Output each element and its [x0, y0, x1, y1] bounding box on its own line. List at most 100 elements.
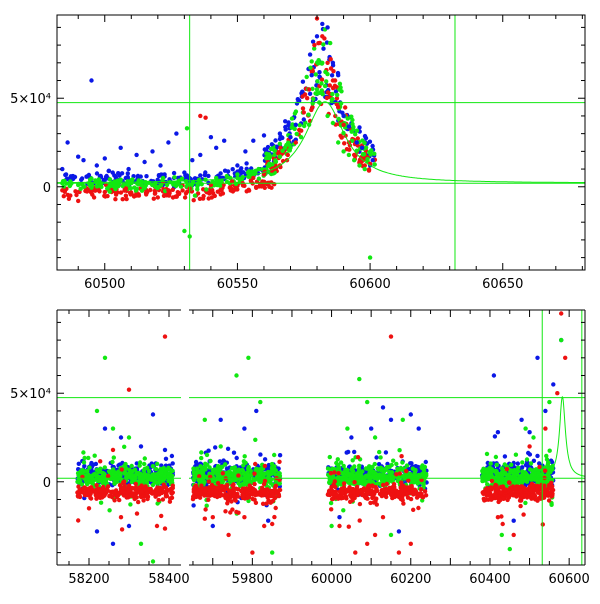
data-point-blue — [238, 171, 243, 176]
data-point-green — [400, 474, 405, 479]
data-point-green — [108, 470, 113, 475]
data-point-red — [168, 488, 174, 493]
data-point-red — [107, 493, 112, 499]
data-point-red — [157, 492, 162, 497]
data-point-green — [484, 470, 490, 475]
data-point-green — [102, 465, 108, 470]
data-point-green — [258, 399, 263, 405]
data-point-green — [270, 550, 275, 555]
data-point-green — [547, 448, 552, 453]
data-point-green — [271, 466, 276, 472]
data-point-green — [480, 478, 485, 484]
data-point-red — [223, 509, 228, 514]
data-point-green — [384, 476, 390, 481]
data-point-blue — [526, 450, 531, 456]
data-point-green — [111, 455, 117, 460]
data-point-red — [61, 194, 66, 199]
data-point-red — [555, 391, 560, 396]
data-point-red — [199, 483, 204, 488]
data-point-red — [235, 494, 241, 499]
data-point-blue — [169, 453, 175, 459]
data-point-red — [228, 510, 233, 515]
data-point-red — [329, 496, 335, 502]
data-point-red — [206, 479, 212, 484]
data-point-red — [241, 493, 246, 499]
data-point-blue — [208, 135, 214, 140]
data-point-green — [232, 469, 237, 474]
data-point-green — [362, 140, 367, 146]
data-point-green — [345, 426, 350, 431]
data-point-red — [489, 497, 494, 502]
data-point-blue — [193, 459, 199, 465]
data-point-green — [267, 161, 272, 166]
y-tick-label: 0 — [43, 181, 51, 196]
data-point-blue — [170, 461, 175, 466]
data-point-green — [202, 417, 207, 422]
data-point-red — [213, 489, 219, 494]
data-point-blue — [495, 430, 501, 435]
data-point-red — [144, 493, 150, 499]
data-point-red — [191, 486, 197, 491]
data-point-red — [495, 515, 501, 520]
data-point-green — [204, 503, 209, 508]
data-point-red — [372, 532, 378, 538]
data-point-red — [117, 483, 123, 488]
data-point-blue — [294, 101, 300, 106]
data-point-red — [276, 493, 282, 499]
data-point-green — [381, 474, 387, 479]
data-point-green — [530, 472, 535, 477]
data-point-red — [134, 511, 140, 516]
data-point-green — [144, 465, 150, 470]
data-point-blue — [543, 408, 548, 414]
data-point-green — [258, 473, 263, 478]
data-point-blue — [158, 163, 163, 168]
data-point-blue — [231, 450, 237, 455]
data-point-blue — [94, 529, 100, 534]
data-point-green — [266, 473, 271, 478]
data-point-blue — [502, 454, 508, 459]
data-point-red — [527, 444, 532, 449]
data-point-red — [202, 493, 207, 498]
data-point-blue — [142, 159, 147, 165]
data-point-red — [105, 487, 110, 493]
data-point-red — [239, 488, 244, 494]
data-point-red — [336, 104, 341, 110]
data-point-green — [242, 454, 247, 459]
data-point-red — [511, 532, 516, 538]
data-point-red — [170, 195, 176, 200]
data-point-red — [229, 179, 235, 184]
data-point-blue — [76, 154, 81, 159]
data-point-red — [384, 481, 389, 487]
data-point-green — [191, 466, 196, 471]
data-point-green — [92, 478, 97, 483]
data-point-red — [357, 518, 362, 523]
data-point-blue — [551, 382, 556, 387]
data-point-green — [139, 183, 145, 188]
data-point-green — [127, 467, 132, 472]
data-point-blue — [214, 145, 219, 150]
data-point-green — [390, 478, 396, 483]
data-point-blue — [336, 73, 341, 78]
data-point-red — [293, 140, 298, 145]
data-point-green — [400, 417, 405, 422]
data-point-red — [340, 490, 345, 496]
data-point-red — [261, 489, 267, 495]
data-point-green — [400, 460, 405, 465]
data-point-red — [336, 471, 341, 476]
data-point-red — [88, 490, 94, 495]
data-point-red — [301, 110, 306, 115]
data-point-red — [252, 471, 257, 476]
data-point-green — [96, 475, 101, 480]
data-point-green — [309, 59, 314, 64]
data-point-blue — [300, 89, 305, 94]
data-point-red — [119, 467, 125, 472]
data-point-green — [315, 79, 320, 84]
data-point-blue — [491, 373, 497, 378]
data-point-blue — [320, 21, 325, 27]
data-point-green — [391, 458, 396, 463]
data-point-blue — [277, 453, 283, 458]
data-point-green — [365, 473, 371, 478]
data-point-red — [369, 492, 374, 497]
data-point-blue — [234, 455, 239, 461]
data-point-green — [375, 466, 380, 471]
